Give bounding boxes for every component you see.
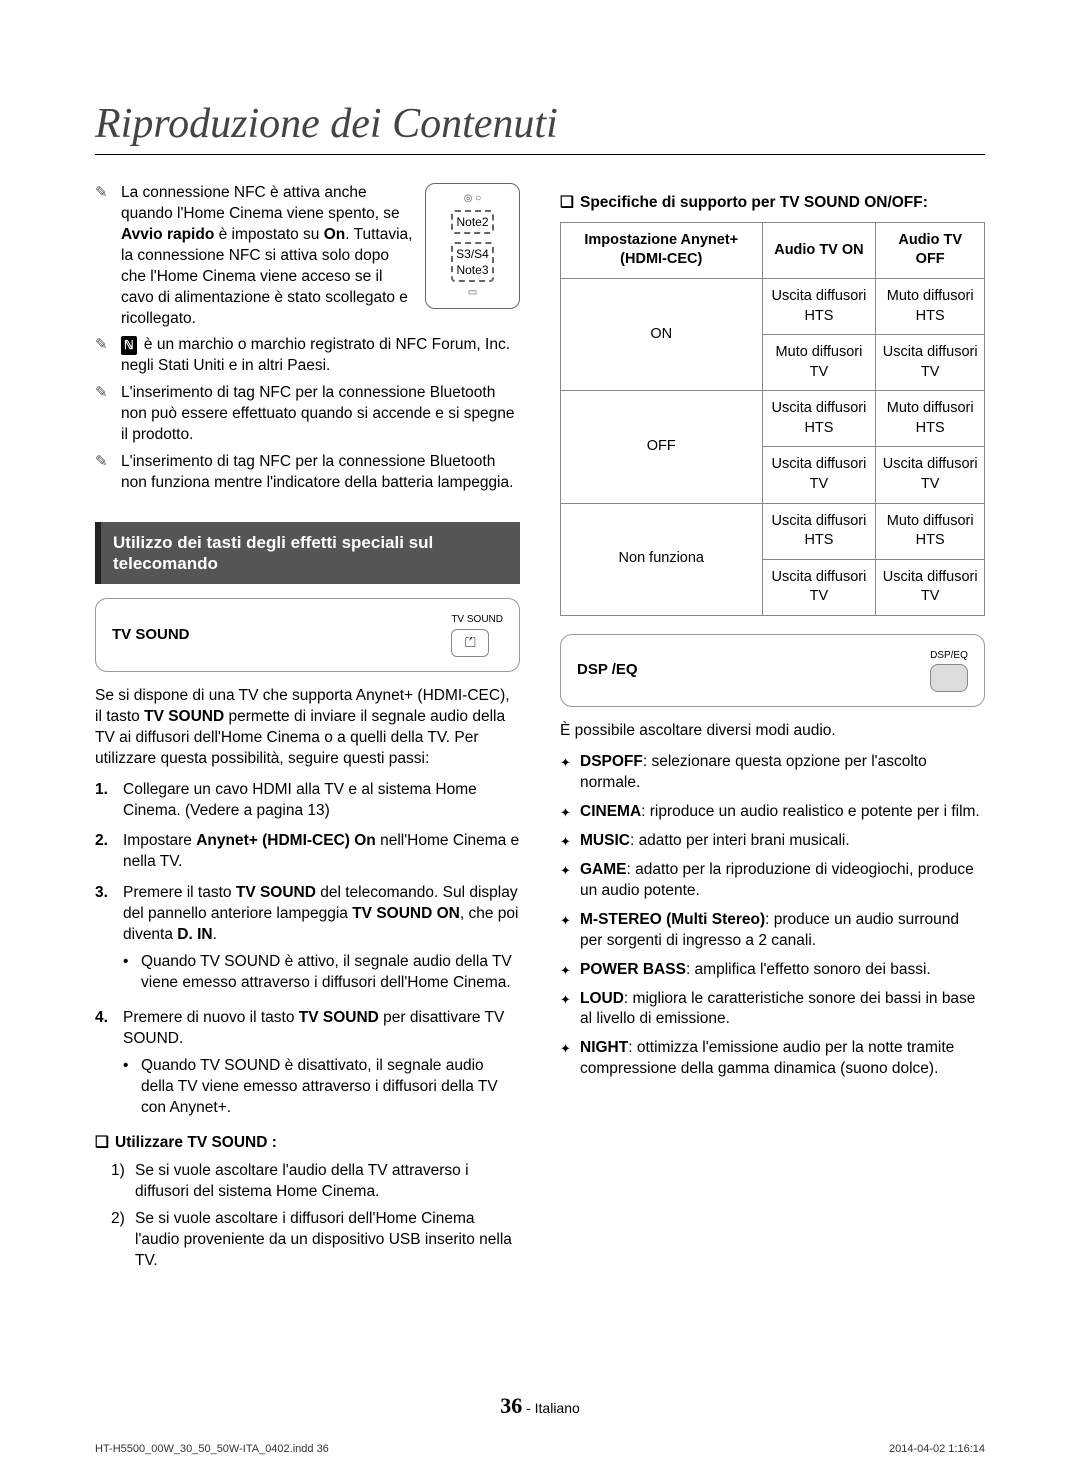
square-bullet-icon: ❏ xyxy=(95,1133,115,1154)
spec-heading-text: Specifiche di supporto per TV SOUND ON/O… xyxy=(580,193,928,214)
use-item: 1)Se si vuole ascoltare l'audio della TV… xyxy=(111,1161,520,1203)
print-filename: HT-H5500_00W_30_50_50W-ITA_0402.indd 36 xyxy=(95,1443,329,1455)
dsp-modes-list: ✦DSPOFF: selezionare questa opzione per … xyxy=(560,752,985,1080)
mode-item: ✦MUSIC: adatto per interi brani musicali… xyxy=(560,831,985,852)
diagram-bottom: ▭ xyxy=(430,286,515,300)
step-item: 2.Impostare Anynet+ (HDMI-CEC) On nell'H… xyxy=(95,831,520,873)
cell: Uscita diffusori TV xyxy=(876,559,985,615)
spec-table: Impostazione Anynet+ (HDMI-CEC) Audio TV… xyxy=(560,222,985,616)
nfc-badge-icon: ℕ xyxy=(121,336,137,354)
step-item: 4.Premere di nuovo il tasto TV SOUND per… xyxy=(95,1008,520,1123)
tv-sound-label: TV SOUND xyxy=(112,625,190,645)
dsp-eq-feature: DSP /EQ DSP/EQ xyxy=(560,634,985,708)
section-heading: Utilizzo dei tasti degli effetti special… xyxy=(95,522,520,585)
note-item: ✎L'inserimento di tag NFC per la conness… xyxy=(95,452,520,494)
note-item: ✎La connessione NFC è attiva anche quand… xyxy=(95,183,417,329)
mode-item: ✦LOUD: migliora le caratteristiche sonor… xyxy=(560,989,985,1031)
note-icon: ✎ xyxy=(95,183,117,203)
cell: Muto diffusori TV xyxy=(762,335,876,391)
use-heading: ❏ Utilizzare TV SOUND : xyxy=(95,1133,520,1154)
cell: Uscita diffusori TV xyxy=(876,447,985,503)
dsp-eq-icon-wrap: DSP/EQ xyxy=(930,649,968,693)
diagram-top-dot: ◎ ○ xyxy=(430,192,515,206)
arrow-icon: ✦ xyxy=(560,860,580,902)
dsp-eq-label: DSP /EQ xyxy=(577,660,638,680)
print-footer: HT-H5500_00W_30_50_50W-ITA_0402.indd 36 … xyxy=(95,1443,985,1455)
dsp-eq-icon xyxy=(930,664,968,692)
cell: Uscita diffusori HTS xyxy=(762,503,876,559)
square-bullet-icon: ❏ xyxy=(560,193,580,214)
mode-item: ✦DSPOFF: selezionare questa opzione per … xyxy=(560,752,985,794)
mode-item: ✦NIGHT: ottimizza l'emissione audio per … xyxy=(560,1038,985,1080)
step-item: 3.Premere il tasto TV SOUND del telecoma… xyxy=(95,883,520,998)
page-number: 36 xyxy=(500,1393,522,1418)
diagram-s3s4: S3/S4 Note3 xyxy=(451,242,494,282)
phone-diagram: ◎ ○ Note2 S3/S4 Note3 ▭ xyxy=(425,183,520,309)
cell-setting: Non funziona xyxy=(561,503,763,615)
note-icon: ✎ xyxy=(95,335,117,355)
page-footer: 36 - Italiano xyxy=(0,1393,1080,1419)
page-lang: - Italiano xyxy=(526,1400,580,1416)
table-header-row: Impostazione Anynet+ (HDMI-CEC) Audio TV… xyxy=(561,222,985,278)
arrow-icon: ✦ xyxy=(560,910,580,952)
cell: Uscita diffusori HTS xyxy=(762,279,876,335)
note-item: ✎ℕ è un marchio o marchio registrato di … xyxy=(95,335,520,377)
note-icon: ✎ xyxy=(95,383,117,403)
tv-sound-icon-wrap: TV SOUND ⏍ xyxy=(451,613,503,657)
col-anynet: Impostazione Anynet+ (HDMI-CEC) xyxy=(561,222,763,278)
step-sub-item: •Quando TV SOUND è disattivato, il segna… xyxy=(123,1056,520,1119)
step-sub-item: •Quando TV SOUND è attivo, il segnale au… xyxy=(123,952,520,994)
arrow-icon: ✦ xyxy=(560,1038,580,1080)
cell: Uscita diffusori TV xyxy=(762,447,876,503)
cell: Uscita diffusori TV xyxy=(876,335,985,391)
tv-sound-icon-caption: TV SOUND xyxy=(451,614,503,625)
cell: Uscita diffusori HTS xyxy=(762,391,876,447)
table-row: ONUscita diffusori HTSMuto diffusori HTS xyxy=(561,279,985,335)
arrow-icon: ✦ xyxy=(560,831,580,852)
arrow-icon: ✦ xyxy=(560,960,580,981)
mode-item: ✦CINEMA: riproduce un audio realistico e… xyxy=(560,802,985,823)
cell: Uscita diffusori TV xyxy=(762,559,876,615)
page-title: Riproduzione dei Contenuti xyxy=(95,100,985,155)
use-item: 2)Se si vuole ascoltare i diffusori dell… xyxy=(111,1209,520,1272)
cell: Muto diffusori HTS xyxy=(876,391,985,447)
step-item: 1.Collegare un cavo HDMI alla TV e al si… xyxy=(95,780,520,822)
right-column: ❏ Specifiche di supporto per TV SOUND ON… xyxy=(560,183,985,1278)
note-icon: ✎ xyxy=(95,452,117,472)
steps-list: 1.Collegare un cavo HDMI alla TV e al si… xyxy=(95,780,520,1123)
spec-heading: ❏ Specifiche di supporto per TV SOUND ON… xyxy=(560,193,985,214)
col-audio-off: Audio TV OFF xyxy=(876,222,985,278)
mode-item: ✦POWER BASS: amplifica l'effetto sonoro … xyxy=(560,960,985,981)
arrow-icon: ✦ xyxy=(560,802,580,823)
print-timestamp: 2014-04-02 1:16:14 xyxy=(889,1443,985,1455)
cell: Muto diffusori HTS xyxy=(876,503,985,559)
cell-setting: ON xyxy=(561,279,763,391)
dsp-intro: È possibile ascoltare diversi modi audio… xyxy=(560,721,985,742)
cell-setting: OFF xyxy=(561,391,763,503)
col-audio-on: Audio TV ON xyxy=(762,222,876,278)
left-column: ◎ ○ Note2 S3/S4 Note3 ▭ ✎La connessione … xyxy=(95,183,520,1278)
arrow-icon: ✦ xyxy=(560,989,580,1031)
note-item: ✎L'inserimento di tag NFC per la conness… xyxy=(95,383,520,446)
mode-item: ✦GAME: adatto per la riproduzione di vid… xyxy=(560,860,985,902)
table-row: OFFUscita diffusori HTSMuto diffusori HT… xyxy=(561,391,985,447)
content-columns: ◎ ○ Note2 S3/S4 Note3 ▭ ✎La connessione … xyxy=(95,183,985,1278)
diagram-note2: Note2 xyxy=(451,210,493,234)
mode-item: ✦M-STEREO (Multi Stereo): produce un aud… xyxy=(560,910,985,952)
dsp-eq-icon-caption: DSP/EQ xyxy=(930,650,968,661)
cell: Muto diffusori HTS xyxy=(876,279,985,335)
table-row: Non funzionaUscita diffusori HTSMuto dif… xyxy=(561,503,985,559)
arrow-icon: ✦ xyxy=(560,752,580,794)
tv-sound-icon: ⏍ xyxy=(451,629,489,657)
use-heading-text: Utilizzare TV SOUND : xyxy=(115,1133,277,1154)
tv-sound-intro: Se si dispone di una TV che supporta Any… xyxy=(95,686,520,770)
use-tv-sound-list: 1)Se si vuole ascoltare l'audio della TV… xyxy=(95,1161,520,1272)
tv-sound-feature: TV SOUND TV SOUND ⏍ xyxy=(95,598,520,672)
